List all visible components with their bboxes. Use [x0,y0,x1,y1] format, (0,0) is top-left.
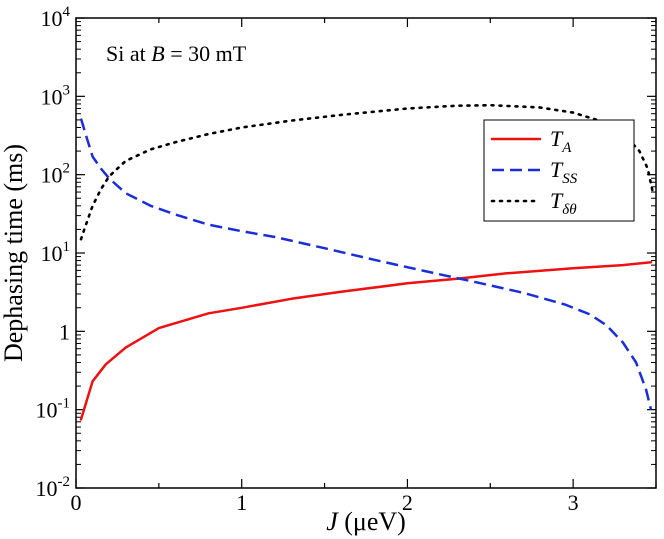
legend-label: TA [550,126,572,156]
x-tick-label: 2 [402,490,413,515]
axis-ticks: 0 1 2 3 10-2 10-1 1 101 102 103 104 [36,4,657,515]
legend-box [483,119,635,222]
y-tick-label: 101 [41,239,71,266]
x-tick-label: 3 [568,490,579,515]
x-axis-label: J (μeV) [326,507,406,536]
y-tick-label: 10-1 [36,396,71,423]
x-tick-label: 1 [236,490,247,515]
legend-label: Tδθ [550,188,577,218]
plot-annotation: Si at B = 30 mT [106,41,247,66]
plot-series [79,103,655,421]
y-tick-label: 1 [59,319,70,344]
x-tick-label: 0 [71,490,82,515]
y-axis-label: Dephasing time (ms) [0,144,28,362]
series-line-t-a [79,261,653,421]
y-tick-label: 104 [41,4,71,31]
y-tick-label: 10-2 [36,474,71,501]
y-tick-label: 103 [41,82,71,109]
series-line-t-ss [79,118,653,410]
legend-label: TSS [550,157,578,187]
series-line-t- [79,103,655,241]
plot-frame [75,17,657,489]
y-tick-label: 102 [41,161,71,188]
